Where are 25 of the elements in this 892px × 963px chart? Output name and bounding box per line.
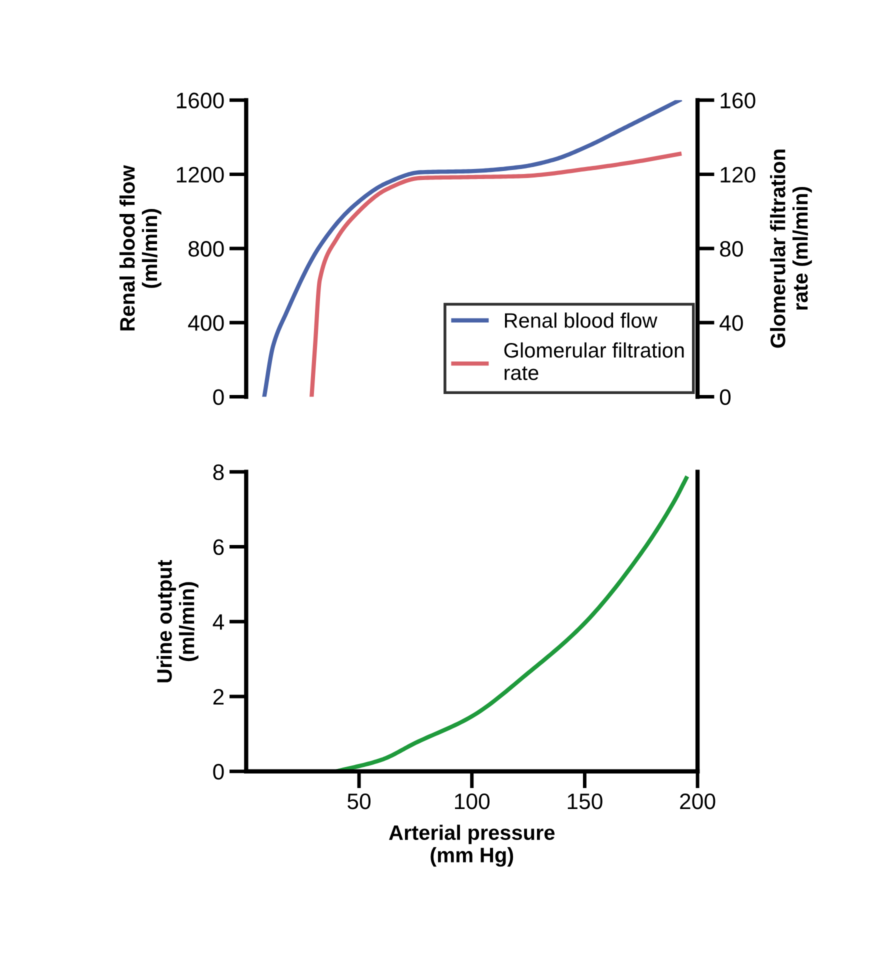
x-tick-label: 50 <box>348 793 371 810</box>
x-tick-label: 200 <box>680 793 716 810</box>
y-tick-label: 400 <box>188 315 224 331</box>
y2-axis-title: Glomerular filtration rate (ml/min) <box>770 150 812 348</box>
legend-label: Renal blood flow <box>504 312 658 328</box>
y-tick-label: 1600 <box>176 92 224 108</box>
x-axis-title: Arterial pressure (mm Hg) <box>389 824 555 867</box>
y2-tick-label: 120 <box>720 166 756 183</box>
y-tick-label: 0 <box>213 764 224 780</box>
y2-tick-label: 40 <box>720 315 743 331</box>
y-axis-title: Renal blood flow (ml/min) <box>119 165 162 330</box>
y2-tick-label: 160 <box>720 92 756 108</box>
y-tick-label: 4 <box>212 614 224 630</box>
y-tick-label: 2 <box>213 689 224 705</box>
y-tick-label: 800 <box>188 240 224 257</box>
x-tick-label: 150 <box>568 793 602 810</box>
y-axis-title: Urine output (ml/min) <box>156 560 198 682</box>
y-tick-label: 0 <box>213 389 224 406</box>
x-tick-label: 100 <box>455 793 490 810</box>
legend-label: Glomerular filtration rate <box>504 342 684 380</box>
y2-tick-label: 80 <box>720 240 743 257</box>
y-tick-label: 8 <box>213 464 224 480</box>
y-tick-label: 1200 <box>176 166 224 183</box>
y2-tick-label: 0 <box>720 389 731 406</box>
y-tick-label: 6 <box>213 539 224 556</box>
